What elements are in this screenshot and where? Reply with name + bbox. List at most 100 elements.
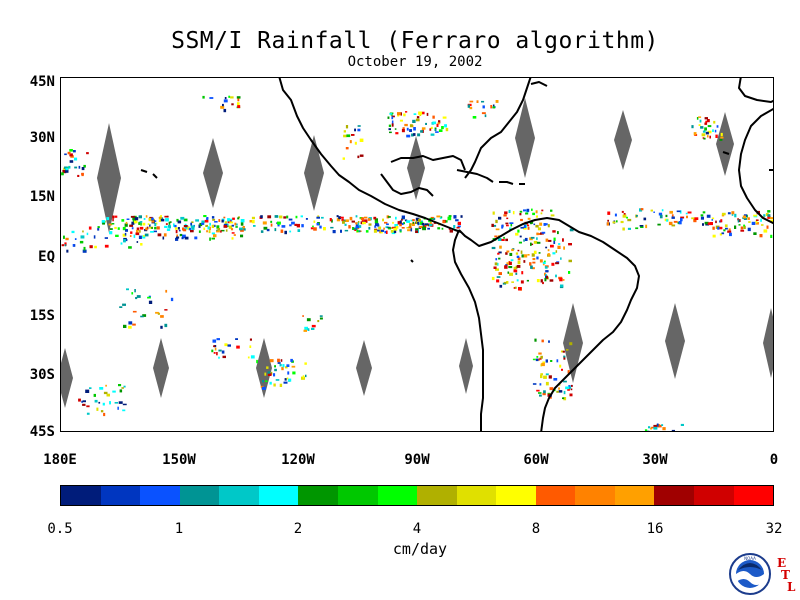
rain-pixel — [761, 224, 764, 226]
rain-pixel — [142, 222, 146, 226]
rain-pixel — [164, 323, 168, 328]
rain-pixel — [384, 230, 388, 234]
rain-pixel — [175, 237, 179, 241]
rain-pixel — [469, 106, 473, 110]
rain-pixel — [301, 224, 304, 228]
rain-pixel — [240, 229, 244, 232]
rain-pixel — [88, 226, 92, 230]
rain-pixel — [693, 219, 697, 223]
rain-pixel — [639, 208, 643, 212]
rain-pixel — [506, 262, 509, 266]
rain-pixel — [417, 133, 421, 137]
rain-pixel — [437, 122, 440, 125]
rain-pixel — [405, 111, 408, 113]
rain-pixel — [344, 223, 347, 226]
rain-pixel — [543, 223, 546, 226]
rain-pixel — [506, 217, 509, 220]
rain-pixel — [237, 217, 240, 220]
rain-pixel — [513, 269, 518, 273]
rain-pixel — [665, 214, 668, 218]
rain-pixel — [395, 216, 397, 220]
rain-pixel — [237, 105, 241, 108]
rain-pixel — [523, 225, 526, 228]
rain-pixel — [133, 220, 138, 224]
rain-pixel — [544, 223, 548, 226]
rain-pixel — [720, 219, 723, 223]
rain-pixel — [406, 227, 411, 229]
rain-pixel — [74, 238, 77, 240]
rain-pixel — [340, 229, 342, 233]
rain-pixel — [553, 378, 558, 381]
colorbar-tick-8: 8 — [531, 521, 541, 537]
rain-pixel — [218, 219, 221, 222]
rain-pixel — [130, 231, 133, 234]
rain-pixel — [277, 224, 280, 227]
rain-pixel — [495, 258, 498, 261]
rain-pixel — [183, 225, 188, 228]
rain-pixel — [505, 252, 508, 255]
rain-pixel — [209, 97, 214, 99]
rain-pixel — [543, 375, 547, 379]
rain-pixel — [545, 274, 547, 277]
rain-pixel — [211, 349, 214, 353]
rain-pixel — [395, 225, 399, 229]
rain-pixel — [700, 214, 704, 217]
newfoundland — [530, 81, 548, 87]
rain-pixel — [620, 220, 624, 224]
rain-pixel — [368, 226, 371, 230]
rain-pixel — [412, 222, 415, 226]
rain-pixel — [64, 153, 67, 156]
rain-pixel — [316, 216, 320, 219]
rain-pixel — [89, 245, 93, 249]
colorbar-segment — [614, 486, 655, 505]
rain-pixel — [354, 128, 356, 132]
rain-pixel — [134, 217, 139, 221]
rain-pixel — [760, 218, 762, 222]
rain-pixel — [63, 235, 65, 239]
south-america-coast — [458, 217, 640, 431]
rain-pixel — [704, 221, 709, 225]
colorbar-tick-1: 1 — [174, 521, 184, 537]
rainfall-map — [60, 77, 774, 432]
rain-pixel — [622, 227, 625, 231]
rain-pixel — [136, 227, 140, 231]
rain-pixel — [502, 282, 507, 285]
rain-pixel — [453, 225, 456, 229]
rain-pixel — [240, 222, 244, 226]
rain-pixel — [536, 241, 541, 244]
rain-pixel — [131, 227, 134, 230]
rain-pixel — [429, 217, 433, 220]
rain-pixel — [553, 240, 556, 244]
colorbar-tick-0-5: 0.5 — [47, 521, 73, 537]
lat-label-eq: EQ — [38, 249, 55, 265]
rain-pixel — [357, 128, 361, 132]
rain-pixel — [400, 112, 402, 116]
colorbar-segment — [298, 486, 338, 505]
rain-pixel — [492, 224, 497, 227]
rain-pixel — [467, 104, 470, 108]
rain-pixel — [712, 226, 715, 230]
rain-pixel — [331, 219, 333, 223]
rain-pixel — [216, 230, 220, 233]
rain-pixel — [706, 214, 711, 218]
rain-pixel — [458, 221, 461, 225]
rain-pixel — [614, 213, 617, 217]
lat-label-15n: 15N — [29, 189, 55, 205]
rain-pixel — [285, 366, 288, 369]
africa-coast — [738, 107, 773, 225]
noaa-logo-icon: NOAA — [729, 553, 771, 595]
rain-pixel — [393, 230, 397, 234]
map-title: SSM/I Rainfall (Ferraro algorithm) — [171, 28, 659, 54]
colorbar-segment — [456, 486, 497, 505]
rain-pixel — [615, 220, 618, 223]
rain-pixel — [129, 235, 132, 237]
rain-pixel — [384, 221, 388, 224]
rain-pixel — [136, 241, 139, 243]
rain-pixel — [68, 165, 71, 169]
rain-pixel — [231, 224, 234, 227]
rain-pixel — [268, 373, 272, 376]
rain-pixel — [727, 230, 732, 233]
rain-pixel — [661, 424, 664, 426]
rain-pixel — [142, 235, 145, 237]
rain-pixel — [432, 217, 436, 220]
